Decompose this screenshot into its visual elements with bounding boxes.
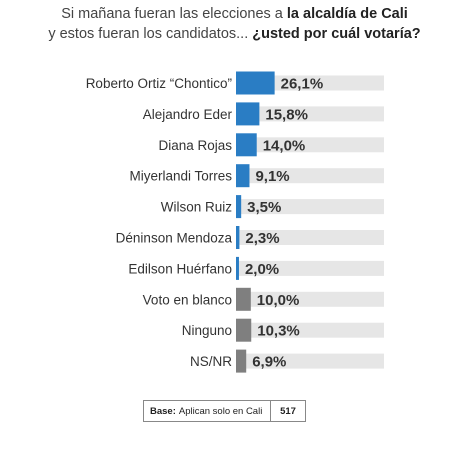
data-label: 6,9% [252,354,286,371]
bar-track [236,353,384,369]
base-label: Base: [150,405,176,417]
category-label: Déninson Mendoza [116,231,233,246]
bar [236,195,242,219]
bar [236,164,250,188]
bar-track [236,322,384,338]
bar-track [236,106,384,122]
bar [236,256,239,280]
title-line-2: y estos fueran los candidatos... ¿usted … [0,24,469,44]
bar-track [236,199,384,215]
category-label: Alejandro Eder [143,107,233,122]
bar [236,287,251,311]
category-label: Miyerlandi Torres [129,169,232,184]
bar [236,318,252,342]
category-label: Edilson Huérfano [128,261,232,276]
base-text: Aplican solo en Cali [178,405,263,417]
data-label: 9,1% [255,168,289,185]
title-line-1-bold: la alcaldía de Cali [286,6,408,22]
base-value: 517 [280,405,296,417]
bar-chart: Roberto Ortiz “Chontico” 26,1% Alejandro E… [86,71,384,373]
bar-track [236,137,384,153]
data-label: 10,3% [257,323,300,340]
title-line-2-plain: y estos fueran los candidatos... [48,26,253,42]
data-label: 2,3% [245,230,279,247]
title-line-2-bold: ¿usted por cuál votaría? [252,26,421,42]
data-label: 3,5% [247,199,281,216]
category-label: Wilson Ruiz [161,200,233,215]
category-label: Diana Rojas [158,138,232,153]
category-label: Voto en blanco [143,292,232,307]
bar [236,102,260,126]
base-box: Base: Aplican solo en Cali 517 [143,400,306,422]
title-line-1: Si mañana fueran las elecciones a la alc… [0,4,469,24]
title-line-1-plain: Si mañana fueran las elecciones a [61,6,287,22]
bar [236,133,257,157]
bar [236,226,240,249]
data-label: 26,1% [281,76,324,93]
bar [236,71,275,95]
bar-track [236,260,384,276]
category-label: NS/NR [190,354,232,369]
bar [236,349,247,373]
category-label: Roberto Ortiz “Chontico” [86,76,232,91]
bar-track [236,291,384,307]
category-label: Ninguno [182,323,232,338]
chart-title: Si mañana fueran las elecciones a la alc… [0,4,469,44]
data-label: 2,0% [245,261,279,278]
data-label: 10,0% [257,292,300,309]
data-label: 14,0% [263,137,306,154]
data-label: 15,8% [265,106,308,123]
base-description: Base: Aplican solo en Cali [144,401,271,421]
bar-track [236,230,384,245]
bar-track [236,168,384,184]
